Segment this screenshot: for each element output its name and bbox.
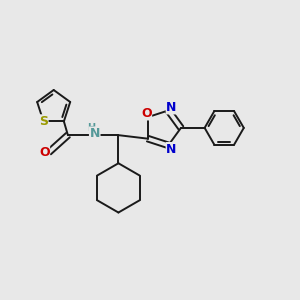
Text: N: N: [89, 127, 100, 140]
Text: N: N: [166, 142, 177, 156]
Text: H: H: [88, 123, 96, 133]
Text: O: O: [141, 107, 152, 120]
Text: O: O: [39, 146, 50, 159]
Text: N: N: [166, 101, 177, 114]
Text: S: S: [39, 115, 48, 128]
